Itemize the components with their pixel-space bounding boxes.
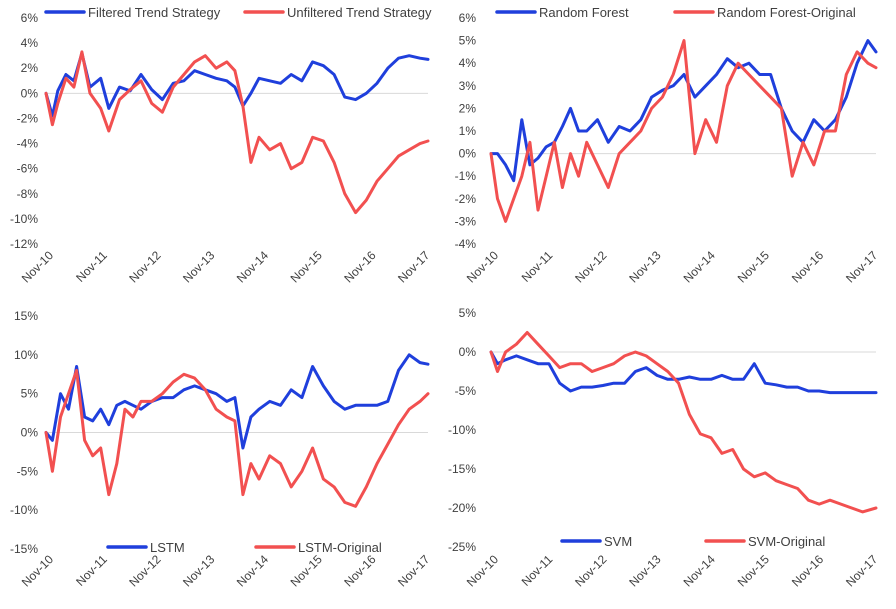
series-line-original xyxy=(44,50,430,215)
x-tick-label: Nov-12 xyxy=(126,248,163,285)
x-tick-label: Nov-16 xyxy=(341,248,378,285)
x-tick-label: Nov-16 xyxy=(341,552,378,589)
y-tick-label: 0% xyxy=(21,86,39,100)
y-tick-label: 2% xyxy=(21,61,39,75)
legend-label: Random Forest-Original xyxy=(717,5,856,20)
x-tick-label: Nov-15 xyxy=(288,248,325,285)
y-tick-label: -4% xyxy=(17,137,39,151)
chart-lstm: 15% 10% 5% 0% -5% -10% -15%Nov-10 Nov-11 Nov-12 N… xyxy=(10,309,433,589)
series-line-model xyxy=(489,350,878,395)
x-tick-label: Nov-16 xyxy=(789,552,826,589)
y-tick-label: -5% xyxy=(455,384,477,398)
legend-random-forest-1: Random Forest xyxy=(495,5,629,20)
y-tick-label: 5% xyxy=(21,387,39,401)
x-tick-label: Nov-10 xyxy=(19,248,56,285)
legend-lstm-2: LSTM-Original xyxy=(254,540,382,555)
series-line-model xyxy=(44,353,430,450)
y-tick-label: 1% xyxy=(459,124,477,138)
x-tick-label: Nov-12 xyxy=(572,248,609,285)
y-tick-label: 0% xyxy=(459,147,477,161)
x-tick-label: Nov-17 xyxy=(843,248,880,285)
y-tick-label: 6% xyxy=(459,11,477,25)
x-tick-label: Nov-17 xyxy=(843,552,880,589)
x-tick-label: Nov-10 xyxy=(464,248,501,285)
y-tick-label: 10% xyxy=(14,348,38,362)
y-tick-label: -15% xyxy=(10,542,38,556)
series-line-original xyxy=(44,368,430,508)
y-tick-label: -3% xyxy=(455,214,477,228)
legend-label: Unfiltered Trend Strategy xyxy=(287,5,432,20)
x-tick-label: Nov-16 xyxy=(789,248,826,285)
legend-filtered-1: Filtered Trend Strategy xyxy=(44,5,221,20)
y-tick-label: 0% xyxy=(459,345,477,359)
y-tick-label: 3% xyxy=(459,79,477,93)
y-tick-label: -2% xyxy=(17,111,39,125)
x-tick-label: Nov-14 xyxy=(234,248,271,285)
legend-label: LSTM-Original xyxy=(298,540,382,555)
legend-random-forest-2: Random Forest-Original xyxy=(673,5,856,20)
x-tick-label: Nov-15 xyxy=(735,248,772,285)
legend-label: LSTM xyxy=(150,540,185,555)
x-tick-label: Nov-11 xyxy=(519,552,556,589)
x-tick-label: Nov-13 xyxy=(626,248,663,285)
x-tick-label: Nov-11 xyxy=(519,248,556,285)
legend-svm-1: SVM xyxy=(560,534,632,549)
legend-label: Filtered Trend Strategy xyxy=(88,5,221,20)
legend-label: SVM-Original xyxy=(748,534,825,549)
x-tick-label: Nov-10 xyxy=(464,552,501,589)
y-tick-label: -2% xyxy=(455,192,477,206)
x-tick-label: Nov-17 xyxy=(395,248,432,285)
series-line-original xyxy=(489,39,878,223)
y-tick-label: -10% xyxy=(448,423,476,437)
y-tick-label: 2% xyxy=(459,101,477,115)
y-tick-label: 15% xyxy=(14,309,38,323)
x-tick-label: Nov-13 xyxy=(626,552,663,589)
y-tick-label: -25% xyxy=(448,540,476,554)
y-tick-label: -1% xyxy=(455,169,477,183)
y-tick-label: 4% xyxy=(21,36,39,50)
y-tick-label: -20% xyxy=(448,501,476,515)
x-tick-label: Nov-14 xyxy=(681,552,718,589)
legend-svm-2: SVM-Original xyxy=(704,534,825,549)
y-tick-label: -8% xyxy=(17,187,39,201)
y-tick-label: 5% xyxy=(459,306,477,320)
chart-filtered-trend: 6% 4% 2% 0% -2% -4% -6% -8% -10% -12%Nov-10 Nov-11… xyxy=(10,5,433,285)
legend-label: Random Forest xyxy=(539,5,629,20)
y-tick-label: 0% xyxy=(21,426,39,440)
x-tick-label: Nov-15 xyxy=(288,552,325,589)
chart-random-forest: 6% 5% 4% 3% 2% 1% 0% -1% -2% -3% -4%Nov-10 Nov-11 No… xyxy=(455,5,881,285)
x-tick-label: Nov-12 xyxy=(126,552,163,589)
y-tick-label: -15% xyxy=(448,462,476,476)
chart-svm: 5% 0% -5% -10% -15% -20% -25%Nov-10 Nov-11 Nov-1… xyxy=(448,306,881,589)
legend-filtered-2: Unfiltered Trend Strategy xyxy=(243,5,432,20)
y-tick-label: 5% xyxy=(459,34,477,48)
series-line-model xyxy=(44,51,430,118)
x-tick-label: Nov-14 xyxy=(681,248,718,285)
y-tick-label: -10% xyxy=(10,503,38,517)
y-tick-label: -4% xyxy=(455,237,477,251)
x-tick-label: Nov-11 xyxy=(73,248,110,285)
x-tick-label: Nov-11 xyxy=(73,552,110,589)
y-tick-label: -5% xyxy=(17,464,39,478)
y-tick-label: -12% xyxy=(10,237,38,251)
x-tick-label: Nov-13 xyxy=(180,552,217,589)
x-tick-label: Nov-13 xyxy=(180,248,217,285)
x-tick-label: Nov-12 xyxy=(572,552,609,589)
legend-label: SVM xyxy=(604,534,632,549)
series-line-original xyxy=(489,331,878,514)
y-tick-label: 6% xyxy=(21,11,39,25)
x-tick-label: Nov-17 xyxy=(395,552,432,589)
x-tick-label: Nov-10 xyxy=(19,552,56,589)
y-tick-label: -6% xyxy=(17,162,39,176)
x-tick-label: Nov-15 xyxy=(735,552,772,589)
y-tick-label: -10% xyxy=(10,212,38,226)
y-tick-label: 4% xyxy=(459,56,477,70)
legend-lstm-1: LSTM xyxy=(106,540,185,555)
x-tick-label: Nov-14 xyxy=(234,552,271,589)
